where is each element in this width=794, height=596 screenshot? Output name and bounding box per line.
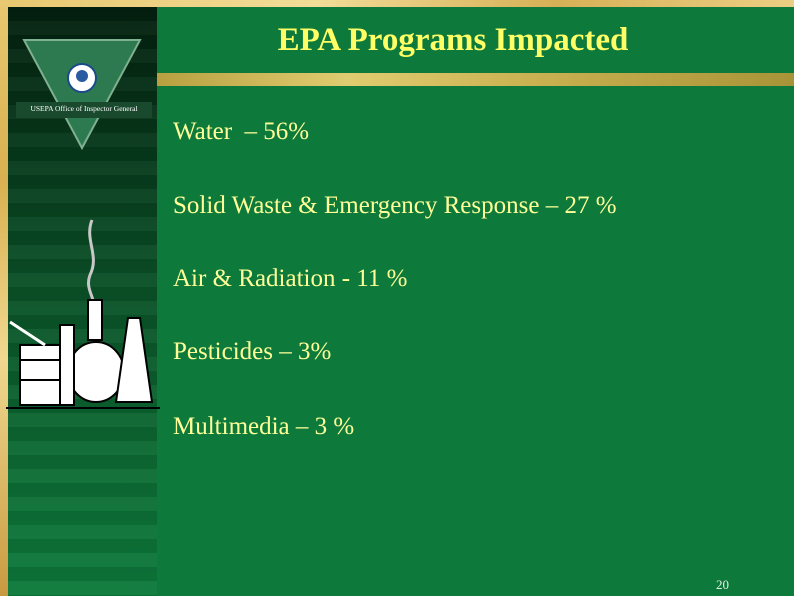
flask-neck	[88, 300, 102, 340]
sidebar-art	[0, 0, 160, 420]
slide-title: EPA Programs Impacted	[157, 22, 749, 59]
beaker	[116, 318, 152, 402]
title-rule	[157, 73, 794, 86]
bullet-item: Water – 56%	[173, 118, 309, 146]
logo-caption: USEPA Office of Inspector General	[14, 104, 154, 113]
flask	[68, 342, 124, 402]
bullet-item: Multimedia – 3 %	[173, 413, 354, 441]
logo-triangle	[24, 40, 140, 148]
bullet-item: Pesticides – 3%	[173, 338, 331, 366]
cylinder	[20, 345, 60, 405]
page-number: 20	[716, 577, 729, 593]
rod	[10, 322, 45, 345]
test-tube	[60, 325, 74, 405]
slide: USEPA Office of Inspector General EPA Pr…	[0, 0, 794, 596]
epa-seal-mark	[76, 70, 88, 82]
bullet-item: Solid Waste & Emergency Response – 27 %	[173, 192, 617, 220]
page: USEPA Office of Inspector General EPA Pr…	[0, 0, 794, 596]
bullet-item: Air & Radiation - 11 %	[173, 265, 407, 293]
